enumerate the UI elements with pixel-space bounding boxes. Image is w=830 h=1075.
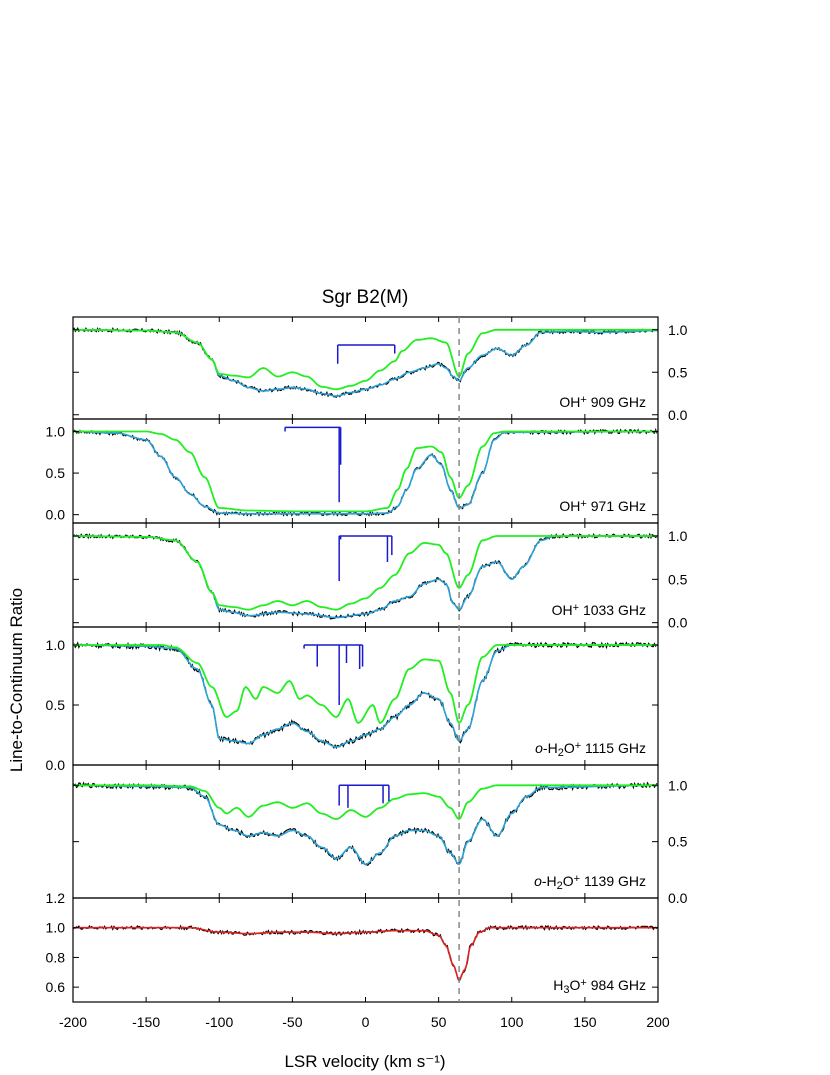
fit-curve-h3o xyxy=(73,926,658,981)
panel-oh2o-1139: 0.0 0.5 1.0 o-H2O+ 1139 GHz xyxy=(72,764,688,906)
y-tick-label: 0.0 xyxy=(668,890,688,906)
y-tick-label: 0.5 xyxy=(46,697,66,713)
y-axis-title: Line-to-Continuum Ratio xyxy=(7,588,26,772)
panel-h3o-984: 0.6 0.8 1.0 1.2 H3O+ 984 GHz xyxy=(46,890,659,1003)
hfs-markers xyxy=(338,535,393,582)
fit-curve xyxy=(73,644,658,748)
plot-area xyxy=(73,924,658,983)
y-tick-label: 0.0 xyxy=(668,615,688,631)
plot-area xyxy=(73,640,658,750)
panel-label: OH+ 971 GHz xyxy=(559,498,646,514)
y-tick-label: 0.5 xyxy=(668,364,688,380)
fit-curve xyxy=(73,329,658,397)
panel-oh-1033: 0.0 0.5 1.0 OH+ 1033 GHz xyxy=(72,522,688,631)
y-tick-label: 0.0 xyxy=(46,507,66,523)
observed-spectrum xyxy=(73,924,658,983)
chart-title: Sgr B2(M) xyxy=(322,287,409,308)
model-curve xyxy=(73,644,658,725)
model-curve xyxy=(73,535,658,611)
panels: 0.0 0.5 1.0 OH+ 909 GHz 0.0 0.5 1.0 OH+ 971 GHz… xyxy=(46,316,688,1003)
y-tick-label: 0.5 xyxy=(46,465,66,481)
x-tick-label: -50 xyxy=(282,1014,302,1030)
panel-label: o-H2O+ 1139 GHz xyxy=(534,873,646,893)
y-tick-label: 1.0 xyxy=(668,528,688,544)
x-tick-label: 150 xyxy=(573,1014,597,1030)
x-tick-label: -150 xyxy=(132,1014,160,1030)
x-axis-ticks: -200 -150 -100 -50 0 50 100 150 200 xyxy=(59,1014,670,1030)
plot-area xyxy=(73,781,658,867)
observed-spectrum xyxy=(73,640,658,750)
y-tick-label: 1.2 xyxy=(46,890,66,906)
plot-area xyxy=(73,326,658,398)
y-tick-label: 0.0 xyxy=(46,757,66,773)
hfs-markers xyxy=(336,344,396,364)
hfs-markers xyxy=(284,426,342,503)
x-tick-label: 0 xyxy=(362,1014,370,1030)
model-curve xyxy=(73,328,658,391)
y-tick-label: 1.0 xyxy=(46,423,66,439)
y-tick-label: 0.5 xyxy=(668,834,688,850)
model-curve xyxy=(73,430,658,513)
y-tick-label: 1.0 xyxy=(668,322,688,338)
y-tick-label: 1.0 xyxy=(668,777,688,793)
y-tick-label: 0.5 xyxy=(668,571,688,587)
observed-spectrum xyxy=(73,781,658,867)
panel-oh-971: 0.0 0.5 1.0 OH+ 971 GHz xyxy=(46,418,659,524)
model-curve xyxy=(73,784,658,821)
x-tick-label: -100 xyxy=(205,1014,233,1030)
hfs-markers xyxy=(338,784,390,808)
x-tick-label: 100 xyxy=(500,1014,524,1030)
hfs-markers xyxy=(303,644,364,705)
y-tick-label: 0.0 xyxy=(668,407,688,423)
y-tick-label: 1.0 xyxy=(46,920,66,936)
x-axis-title: LSR velocity (km s⁻¹) xyxy=(284,1052,445,1071)
panel-label: OH+ 1033 GHz xyxy=(552,602,646,618)
y-tick-label: 0.6 xyxy=(46,979,66,995)
fit-curve xyxy=(73,784,658,866)
panel-oh-909: 0.0 0.5 1.0 OH+ 909 GHz xyxy=(72,316,688,423)
panel-oh2o-1115: 0.0 0.5 1.0 o-H2O+ 1115 GHz xyxy=(46,626,659,773)
y-tick-label: 1.0 xyxy=(46,637,66,653)
x-tick-label: 50 xyxy=(431,1014,447,1030)
plot-area xyxy=(73,532,658,620)
y-tick-label: 0.8 xyxy=(46,949,66,965)
panel-label: OH+ 909 GHz xyxy=(559,394,646,410)
x-tick-label: 200 xyxy=(646,1014,670,1030)
panel-label: o-H2O+ 1115 GHz xyxy=(535,740,646,760)
x-tick-label: -200 xyxy=(59,1014,87,1030)
observed-spectrum xyxy=(73,326,657,398)
panel-label: H3O+ 984 GHz xyxy=(553,977,646,997)
plot-area xyxy=(73,427,658,517)
